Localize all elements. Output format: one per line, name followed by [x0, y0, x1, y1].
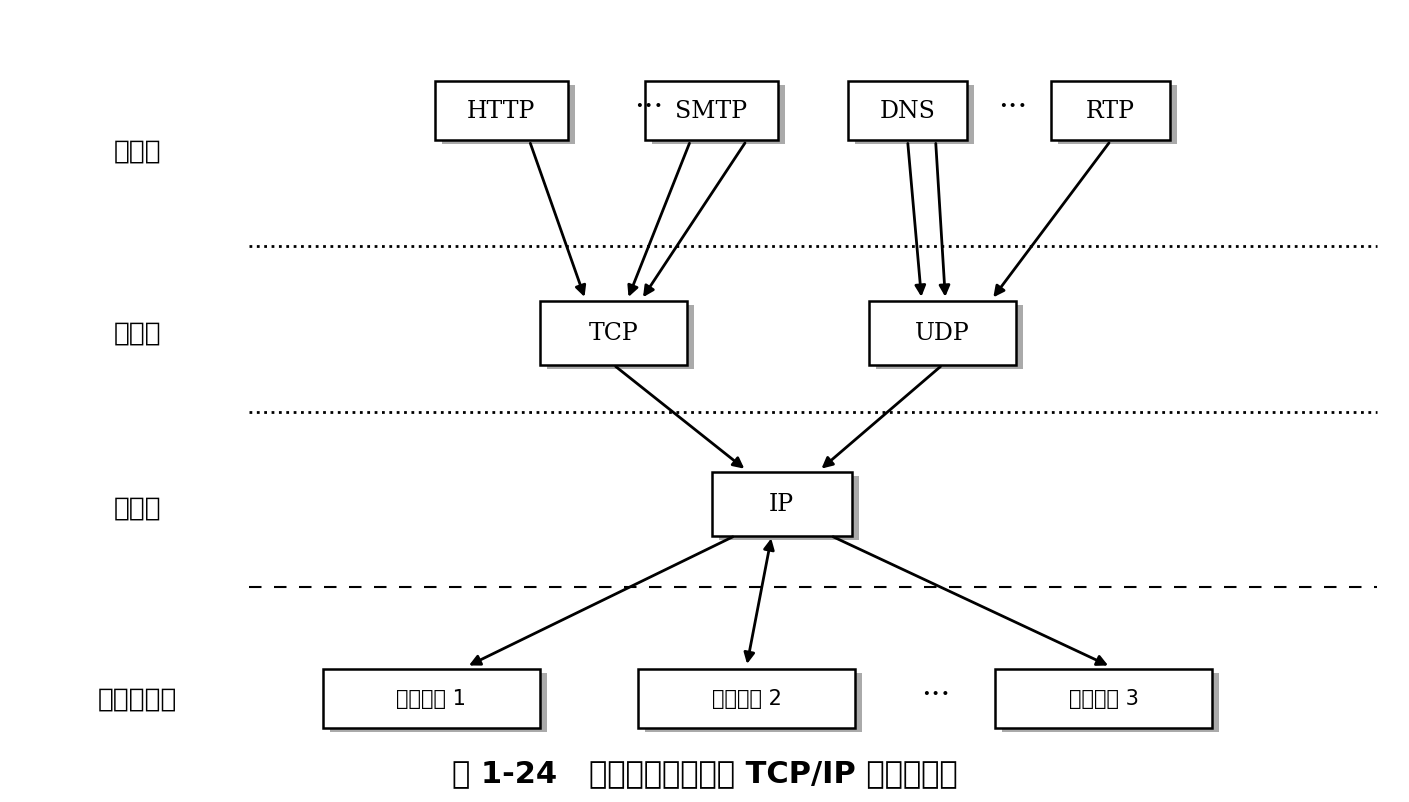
Bar: [1058, 86, 1178, 145]
Bar: [645, 82, 778, 141]
Bar: [855, 86, 974, 145]
Bar: [869, 302, 1016, 365]
Bar: [848, 82, 967, 141]
Text: ···: ···: [921, 679, 950, 710]
Text: 网络接口层: 网络接口层: [97, 686, 178, 711]
Text: ···: ···: [634, 92, 664, 123]
Bar: [1051, 82, 1171, 141]
Bar: [442, 86, 575, 145]
Text: RTP: RTP: [1086, 99, 1136, 123]
Text: UDP: UDP: [916, 322, 969, 345]
Bar: [330, 673, 547, 732]
Text: 网络接口 3: 网络接口 3: [1069, 689, 1138, 709]
Bar: [652, 86, 785, 145]
Bar: [876, 306, 1023, 369]
Text: SMTP: SMTP: [675, 99, 748, 123]
Bar: [323, 669, 540, 728]
Text: DNS: DNS: [879, 99, 936, 123]
Bar: [645, 673, 862, 732]
Bar: [1002, 673, 1219, 732]
Text: 网際层: 网際层: [113, 495, 161, 521]
Text: IP: IP: [769, 492, 795, 516]
Text: 应用层: 应用层: [113, 138, 161, 164]
Bar: [638, 669, 855, 728]
Text: 运输层: 运输层: [113, 321, 161, 346]
Bar: [712, 472, 851, 536]
Bar: [995, 669, 1212, 728]
Text: 网络接口 2: 网络接口 2: [712, 689, 782, 709]
Bar: [435, 82, 568, 141]
Bar: [719, 476, 858, 540]
Bar: [540, 302, 688, 365]
Bar: [547, 306, 695, 369]
Text: 图 1-24   沙漏计时器形状的 TCP/IP 协议族示意: 图 1-24 沙漏计时器形状的 TCP/IP 协议族示意: [452, 758, 957, 787]
Text: ···: ···: [998, 92, 1027, 123]
Text: HTTP: HTTP: [468, 99, 535, 123]
Text: TCP: TCP: [589, 322, 638, 345]
Text: 网络接口 1: 网络接口 1: [396, 689, 466, 709]
